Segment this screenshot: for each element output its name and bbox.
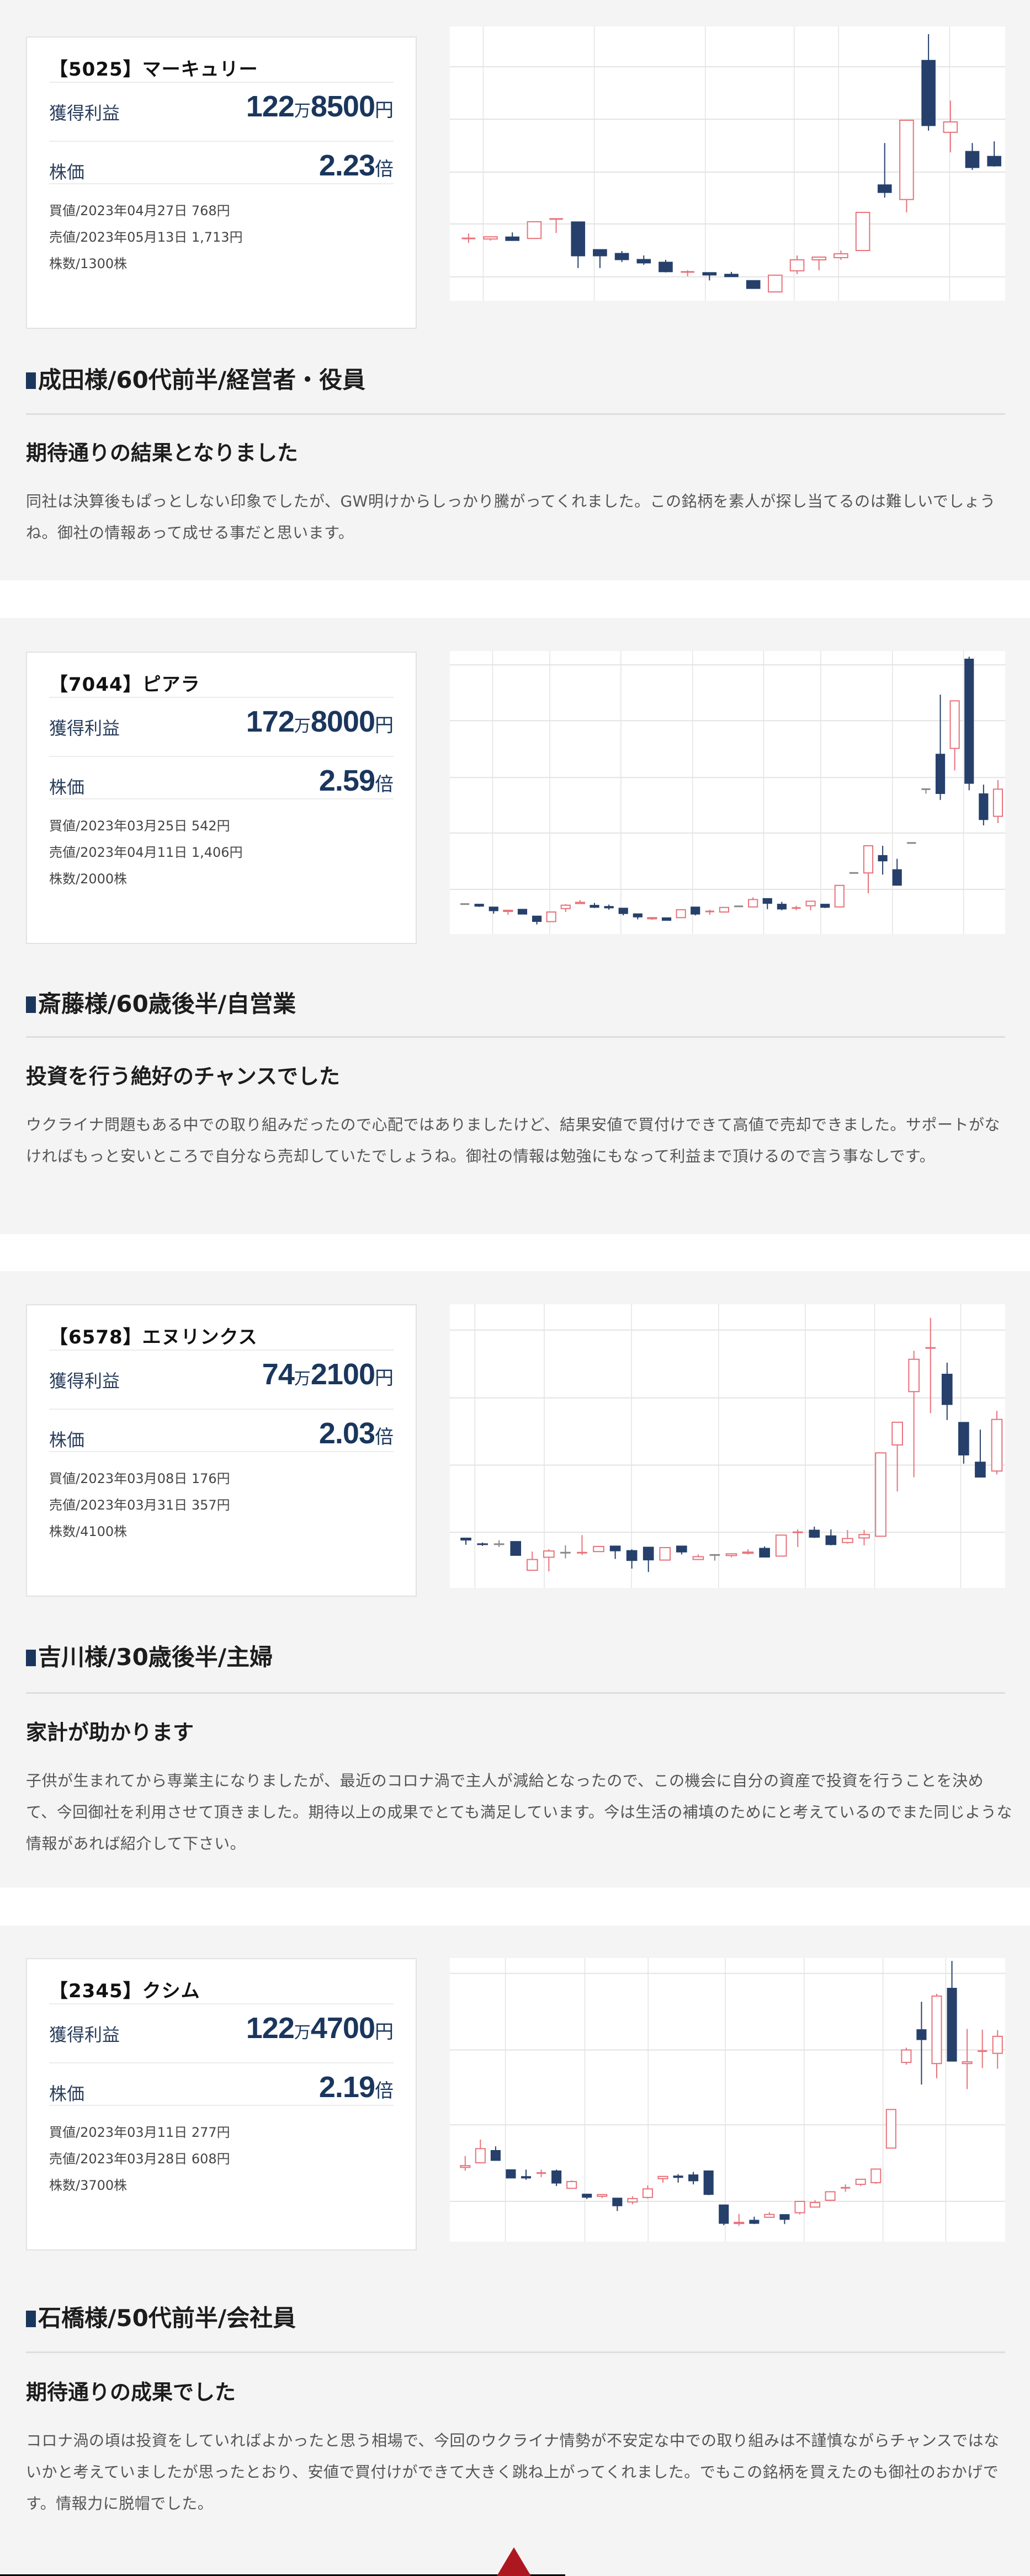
sell-detail: 売値/2023年03月31日 357円 [49,1497,230,1513]
ratio-label: 株価 [49,2083,85,2104]
sell-detail: 売値/2023年05月13日 1,713円 [49,230,243,245]
testimonial-section: 【6578】エヌリンクス 獲得利益 74万2100円 株価 2.03倍 買値/2… [0,1271,1030,1887]
profit-value: 74万2100円 [262,1358,394,1391]
buy-detail: 買値/2023年03月11日 277円 [49,2125,230,2140]
ratio-value: 2.59倍 [318,764,394,797]
testimonial-headline: 投資を行う絶好のチャンスでした [26,1064,340,1089]
profit-value: 122万8500円 [246,90,394,123]
profit-label: 獲得利益 [49,2024,120,2045]
profit-row: 獲得利益 122万4700円 [49,2003,394,2063]
ratio-row: 株価 2.59倍 [49,756,394,815]
heading-divider [26,1692,1005,1694]
candlestick-svg [450,1304,1005,1588]
sell-detail: 売値/2023年03月28日 608円 [49,2151,230,2167]
testimonial-body: ウクライナ問題もある中での取り組みだったので心配ではありましたけど、結果安値で買… [26,1116,1001,1165]
stock-result-card: 【2345】クシム 獲得利益 122万4700円 株価 2.19倍 買値/202… [26,1958,417,2250]
candlestick-svg [450,651,1005,934]
customer-heading: 吉川様/30歳後半/主婦 [26,1639,273,1672]
ratio-row: 株価 2.03倍 [49,1409,394,1468]
ratio-row: 株価 2.19倍 [49,2062,394,2122]
buy-detail: 買値/2023年04月27日 768円 [49,203,230,218]
stock-title: 【7044】ピアラ [49,674,200,696]
stock-result-card: 【6578】エヌリンクス 獲得利益 74万2100円 株価 2.03倍 買値/2… [26,1304,417,1597]
candlestick-chart [450,651,1005,934]
ratio-value: 2.03倍 [318,1417,394,1450]
ratio-label: 株価 [49,777,85,798]
profit-row: 獲得利益 172万8000円 [49,697,394,756]
candlestick-svg [450,1958,1005,2242]
ratio-value: 2.19倍 [318,2071,394,2104]
profit-row: 獲得利益 122万8500円 [49,82,394,141]
testimonial-headline: 期待通りの成果でした [26,2380,236,2404]
buy-detail: 買値/2023年03月25日 542円 [49,818,230,834]
heading-divider [26,2351,1005,2353]
ratio-label: 株価 [49,1430,85,1450]
profit-value: 122万4700円 [246,2012,394,2045]
sell-detail: 売値/2023年04月11日 1,406円 [49,845,243,860]
detail-divider [49,798,394,799]
testimonial-headline: 家計が助かります [26,1720,194,1745]
testimonial-section: 【2345】クシム 獲得利益 122万4700円 株価 2.19倍 買値/202… [0,1926,1030,2576]
customer-heading: 成田様/60代前半/経営者・役員 [26,361,365,395]
profit-row: 獲得利益 74万2100円 [49,1350,394,1409]
page-top-triangle-icon[interactable] [497,2547,531,2576]
stock-title: 【6578】エヌリンクス [49,1326,258,1348]
profit-value: 172万8000円 [246,705,394,738]
testimonial-headline: 期待通りの結果となりました [26,441,298,465]
square-marker-icon [26,1650,36,1666]
buy-detail: 買値/2023年03月08日 176円 [49,1471,230,1486]
ratio-value: 2.23倍 [318,149,394,182]
shares-detail: 株数/1300株 [49,256,128,271]
square-marker-icon [26,372,36,389]
detail-divider [49,183,394,184]
stock-result-card: 【7044】ピアラ 獲得利益 172万8000円 株価 2.59倍 買値/202… [26,652,417,944]
shares-detail: 株数/4100株 [49,1524,128,1539]
profit-label: 獲得利益 [49,103,120,124]
candlestick-chart [450,1304,1005,1588]
stock-title: 【5025】マーキュリー [49,58,258,81]
footer-bar [0,2574,565,2576]
heading-divider [26,1036,1005,1038]
profit-label: 獲得利益 [49,1370,120,1391]
detail-divider [49,1451,394,1452]
testimonial-body: 子供が生まれてから専業主になりましたが、最近のコロナ渦で主人が減給となったので、… [26,1772,1012,1853]
candlestick-chart [450,1958,1005,2242]
testimonial-body: 同社は決算後もぱっとしない印象でしたが、GW明けからしっかり騰がってくれました。… [26,492,996,542]
customer-heading: 石橋様/50代前半/会社員 [26,2300,296,2333]
square-marker-icon [26,2311,36,2327]
testimonial-section: 【5025】マーキュリー 獲得利益 122万8500円 株価 2.23倍 買値/… [0,0,1030,580]
detail-divider [49,2105,394,2106]
candlestick-chart [450,26,1005,301]
profit-label: 獲得利益 [49,718,120,739]
heading-divider [26,413,1005,415]
stock-title: 【2345】クシム [49,1980,200,2002]
square-marker-icon [26,996,36,1013]
customer-heading: 斎藤様/60歳後半/自営業 [26,985,296,1019]
ratio-label: 株価 [49,162,85,183]
testimonial-section: 【7044】ピアラ 獲得利益 172万8000円 株価 2.59倍 買値/202… [0,618,1030,1234]
candlestick-svg [450,26,1005,301]
ratio-row: 株価 2.23倍 [49,141,394,200]
testimonial-body: コロナ渦の頃は投資をしていればよかったと思う相場で、今回のウクライナ情勢が不安定… [26,2431,1000,2513]
shares-detail: 株数/2000株 [49,871,128,887]
stock-result-card: 【5025】マーキュリー 獲得利益 122万8500円 株価 2.23倍 買値/… [26,36,417,329]
shares-detail: 株数/3700株 [49,2178,128,2193]
